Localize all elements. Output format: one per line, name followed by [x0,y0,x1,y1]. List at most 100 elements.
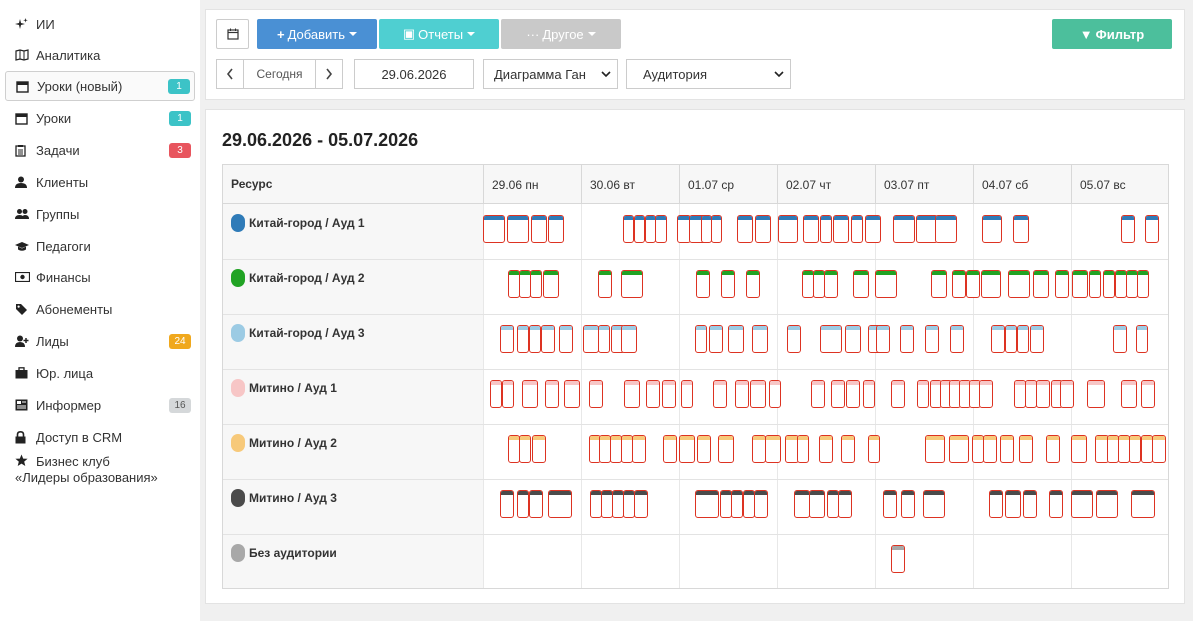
lesson-block[interactable] [1121,380,1137,408]
sidebar-item-1[interactable]: Аналитика [5,40,195,70]
lesson-block[interactable] [522,380,538,408]
lesson-block[interactable] [598,270,612,298]
lesson-block[interactable] [1071,435,1087,463]
sidebar-item-5[interactable]: Клиенты [5,167,195,197]
view-select[interactable]: Диаграмма Ган [483,59,618,89]
lesson-block[interactable] [803,215,819,243]
lesson-block[interactable] [865,215,881,243]
lesson-block[interactable] [483,215,505,243]
date-input[interactable]: 29.06.2026 [354,59,474,89]
sidebar-item-3[interactable]: Уроки 1 [5,103,195,133]
lesson-block[interactable] [583,325,599,353]
lesson-block[interactable] [519,270,531,298]
lesson-block[interactable] [500,490,514,518]
lesson-block[interactable] [1096,490,1118,518]
lesson-block[interactable] [1049,490,1063,518]
lesson-block[interactable] [1017,325,1029,353]
lesson-block[interactable] [1013,215,1029,243]
lesson-block[interactable] [663,435,677,463]
lesson-block[interactable] [931,270,947,298]
lesson-block[interactable] [634,490,648,518]
lesson-block[interactable] [1005,490,1021,518]
lesson-block[interactable] [1089,270,1101,298]
lesson-block[interactable] [935,215,957,243]
lesson-block[interactable] [853,270,869,298]
lesson-block[interactable] [517,325,529,353]
lesson-block[interactable] [1036,380,1050,408]
lesson-block[interactable] [1030,325,1044,353]
lesson-block[interactable] [1072,270,1088,298]
lesson-block[interactable] [1008,270,1030,298]
lesson-block[interactable] [981,270,1001,298]
lesson-block[interactable] [548,215,564,243]
lesson-block[interactable] [721,270,735,298]
sidebar-item-7[interactable]: Педагоги [5,231,195,261]
lesson-block[interactable] [621,270,643,298]
lesson-block[interactable] [845,325,861,353]
lesson-block[interactable] [966,270,980,298]
lesson-block[interactable] [982,215,1002,243]
lesson-block[interactable] [875,270,897,298]
sidebar-item-0[interactable]: ИИ [5,9,195,39]
lesson-block[interactable] [1033,270,1049,298]
lesson-block[interactable] [1103,270,1115,298]
sidebar-item-8[interactable]: Финансы [5,262,195,292]
lesson-block[interactable] [752,325,768,353]
sidebar-item-9[interactable]: Абонементы [5,294,195,324]
lesson-block[interactable] [1055,270,1069,298]
lesson-block[interactable] [787,325,801,353]
lesson-block[interactable] [1071,490,1093,518]
reports-button[interactable]: ▣ Отчеты [379,19,499,49]
lesson-block[interactable] [532,435,546,463]
lesson-block[interactable] [991,325,1005,353]
lesson-block[interactable] [883,490,897,518]
lesson-block[interactable] [863,380,875,408]
lesson-block[interactable] [851,215,863,243]
lesson-block[interactable] [1145,215,1159,243]
lesson-block[interactable] [695,325,707,353]
lesson-block[interactable] [632,435,646,463]
sidebar-item-4[interactable]: Задачи 3 [5,135,195,165]
lesson-block[interactable] [750,380,766,408]
lesson-block[interactable] [655,215,667,243]
lesson-block[interactable] [1136,325,1148,353]
lesson-block[interactable] [696,270,710,298]
lesson-block[interactable] [490,380,502,408]
lesson-block[interactable] [1152,435,1166,463]
lesson-block[interactable] [923,490,945,518]
lesson-block[interactable] [662,380,676,408]
lesson-block[interactable] [900,325,914,353]
lesson-block[interactable] [989,490,1003,518]
lesson-block[interactable] [1087,380,1105,408]
sidebar-item-6[interactable]: Группы [5,199,195,229]
lesson-block[interactable] [893,215,915,243]
lesson-block[interactable] [728,325,744,353]
lesson-block[interactable] [949,435,969,463]
lesson-block[interactable] [508,435,520,463]
lesson-block[interactable] [925,435,945,463]
lesson-block[interactable] [1005,325,1017,353]
lesson-block[interactable] [809,490,825,518]
lesson-block[interactable] [621,325,637,353]
lesson-block[interactable] [507,215,529,243]
lesson-block[interactable] [646,380,660,408]
lesson-block[interactable] [695,490,719,518]
lesson-block[interactable] [545,380,559,408]
lesson-block[interactable] [752,435,766,463]
sidebar-item-10[interactable]: Лиды 24 [5,326,195,356]
lesson-block[interactable] [868,435,880,463]
lesson-block[interactable] [624,380,640,408]
lesson-block[interactable] [930,380,942,408]
lesson-block[interactable] [891,545,905,573]
lesson-block[interactable] [531,215,547,243]
lesson-block[interactable] [713,380,727,408]
lesson-block[interactable] [500,325,514,353]
lesson-block[interactable] [541,325,555,353]
lesson-block[interactable] [502,380,514,408]
lesson-block[interactable] [1023,490,1037,518]
add-button[interactable]: + Добавить [257,19,377,49]
lesson-block[interactable] [983,435,997,463]
lesson-block[interactable] [755,215,771,243]
lesson-block[interactable] [718,435,734,463]
lesson-block[interactable] [950,325,964,353]
